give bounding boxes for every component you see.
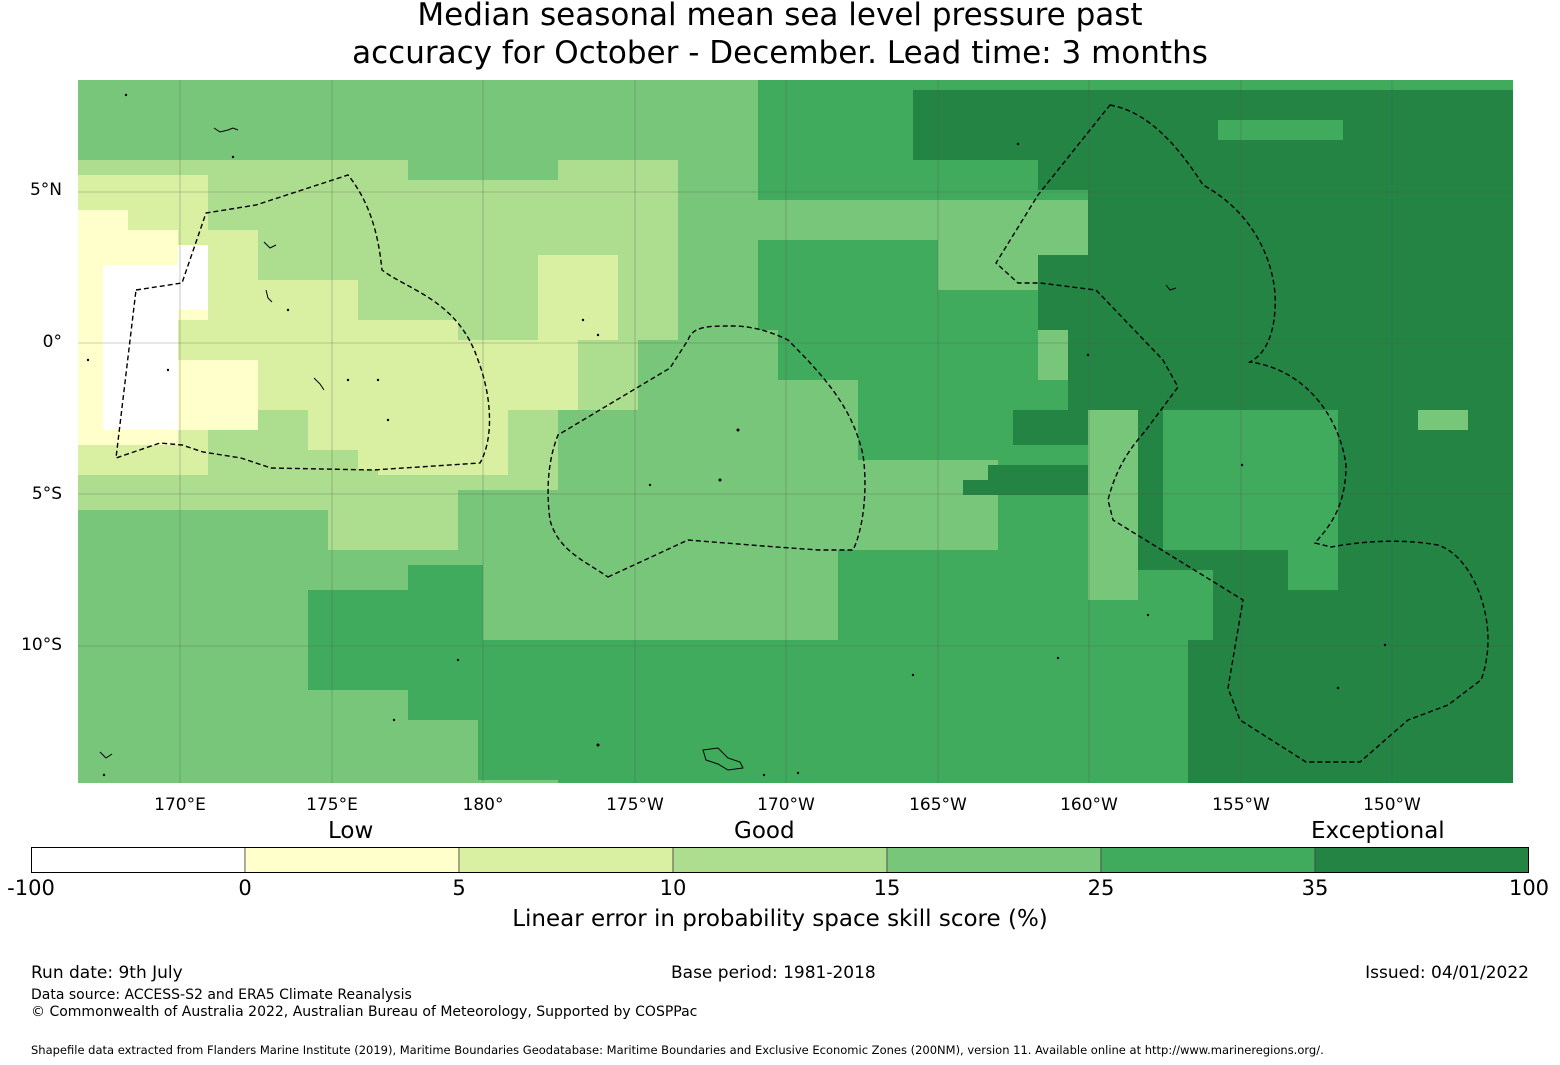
skill-zone-green-east [1163, 410, 1338, 590]
skill-zone-green-south [308, 565, 558, 780]
lon-label-150w: 150°W [1363, 795, 1421, 815]
lon-label-170w: 170°W [757, 795, 815, 815]
base-period: Base period: 1981-2018 [671, 963, 876, 983]
shapefile-credit: Shapefile data extracted from Flanders M… [31, 1043, 1324, 1057]
island-dot [102, 773, 106, 777]
island-dot [86, 358, 90, 362]
colorbar-segment [244, 847, 460, 873]
island-dot [456, 658, 460, 662]
colorbar-tick: 5 [452, 876, 466, 900]
graticule [78, 80, 1513, 783]
colorbar-tick: 10 [659, 876, 687, 900]
islands [99, 127, 1177, 771]
island-outline [99, 751, 113, 759]
category-low: Low [328, 818, 374, 844]
colorbar-frame [31, 847, 1529, 873]
island-dot [648, 483, 652, 487]
eez-boundary-central [547, 325, 866, 578]
island-outline [265, 289, 273, 303]
lon-label-170e: 170°E [154, 795, 206, 815]
lat-label-10s: 10°S [21, 635, 62, 655]
skill-zone-negative [103, 245, 208, 430]
lon-label-155w: 155°W [1212, 795, 1270, 815]
island-dot [762, 773, 766, 777]
lat-label-5n: 5°N [29, 180, 62, 200]
island-dot [596, 333, 600, 337]
lon-label-175w: 175°W [606, 795, 664, 815]
colorbar-segment [886, 847, 1102, 873]
island-dot [736, 428, 740, 432]
eez-boundary-west [115, 174, 491, 471]
colorbar-tick: -100 [7, 876, 55, 900]
category-exceptional: Exceptional [1311, 818, 1445, 844]
colorbar-tick: 25 [1087, 876, 1115, 900]
lon-label-175e: 175°E [306, 795, 358, 815]
island-dot [1086, 353, 1090, 357]
colorbar-tick: 100 [1508, 876, 1550, 900]
lat-label-5s: 5°S [31, 484, 62, 504]
skill-zone-palegreen-2 [358, 345, 478, 470]
colorbar-tick: 35 [1301, 876, 1329, 900]
run-date: Run date: 9th July [31, 963, 183, 983]
skill-zone-dark-west [1013, 410, 1088, 445]
island-dot [286, 308, 290, 312]
skill-zone-green-inner [1218, 120, 1343, 140]
eez-boundaries [115, 104, 1489, 763]
island-dot [911, 673, 915, 677]
island-outline [263, 241, 277, 249]
island-outline [213, 127, 239, 133]
island-dot [386, 418, 390, 422]
island-outline [313, 377, 325, 391]
island-outline [702, 747, 744, 771]
colorbar-tick: 0 [238, 876, 252, 900]
island-dot [1146, 613, 1150, 617]
island-dot [1383, 643, 1387, 647]
island-dot [392, 718, 396, 722]
category-good: Good [734, 818, 795, 844]
lon-label-165w: 165°W [909, 795, 967, 815]
lat-label-0: 0° [42, 332, 62, 352]
island-dot [596, 743, 600, 747]
data-source: Data source: ACCESS-S2 and ERA5 Climate … [31, 987, 412, 1003]
island-dot [796, 771, 800, 775]
colorbar-tick: 15 [873, 876, 901, 900]
issued-date: Issued: 04/01/2022 [1365, 963, 1529, 983]
colorbar-segment [672, 847, 888, 873]
island-dot [346, 378, 350, 382]
map-title-line-2: accuracy for October - December. Lead ti… [352, 35, 1208, 71]
island-dot [1016, 142, 1020, 146]
island-dot [124, 93, 128, 97]
island-dot [231, 155, 235, 159]
island-dot [718, 478, 722, 482]
skill-score-map [78, 80, 1513, 783]
island-outline [1165, 284, 1177, 291]
skill-zone-dark-west2 [963, 465, 1088, 495]
island-dot [166, 368, 170, 372]
lon-label-160w: 160°W [1060, 795, 1118, 815]
colorbar-segment [458, 847, 674, 873]
map-title-line-1: Median seasonal mean sea level pressure … [417, 0, 1143, 33]
copyright: © Commonwealth of Australia 2022, Austra… [31, 1004, 698, 1020]
colorbar [31, 847, 1529, 873]
island-dot [581, 318, 585, 322]
lon-label-180: 180° [462, 795, 504, 815]
colorbar-segment [1100, 847, 1316, 873]
colorbar-segment [1314, 847, 1529, 873]
colorbar-label: Linear error in probability space skill … [512, 906, 1048, 932]
island-dot [1240, 463, 1244, 467]
island-dot [1336, 686, 1340, 690]
colorbar-segment [31, 847, 246, 873]
eez-boundary-east [995, 104, 1489, 763]
island-dot [376, 378, 380, 382]
small-islands [86, 93, 1387, 777]
island-dot [1056, 656, 1060, 660]
skill-zone-green-central [558, 240, 1138, 783]
skill-zone-green-east2 [1418, 410, 1468, 430]
